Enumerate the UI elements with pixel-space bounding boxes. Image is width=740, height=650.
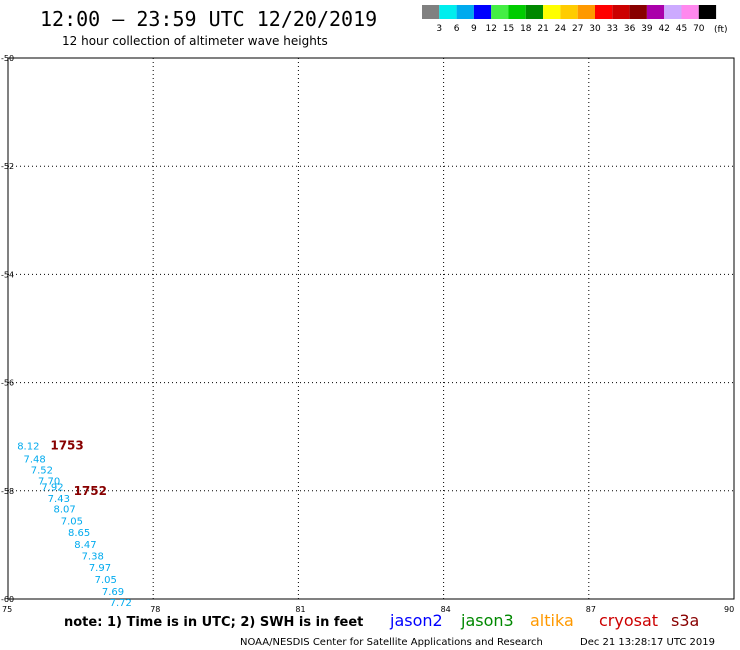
swh-value-label: 8.47 bbox=[74, 540, 96, 551]
color-scale-swatch bbox=[422, 5, 440, 19]
color-scale-tick-label: 6 bbox=[454, 24, 460, 34]
color-scale-swatch bbox=[525, 5, 544, 19]
swh-value-label: 7.72 bbox=[110, 598, 132, 609]
swh-value-label: 8.07 bbox=[53, 505, 75, 516]
x-tick-label: 90 bbox=[724, 605, 734, 614]
color-scale-tick-label: 36 bbox=[624, 24, 636, 34]
color-scale-tick-label: 33 bbox=[607, 24, 618, 34]
color-scale-swatch bbox=[439, 5, 457, 19]
y-tick-label: -60 bbox=[1, 595, 14, 604]
color-scale-swatch bbox=[664, 5, 682, 19]
color-scale-swatch bbox=[698, 5, 717, 19]
x-tick-label: 84 bbox=[441, 605, 451, 614]
swh-value-label: 7.43 bbox=[48, 494, 70, 505]
x-tick-label: 87 bbox=[586, 605, 596, 614]
satellite-legend-entry: altika bbox=[530, 611, 574, 630]
color-scale-tick-label: 21 bbox=[537, 24, 548, 34]
swh-value-label: 7.05 bbox=[61, 517, 83, 528]
color-scale-swatch bbox=[646, 5, 665, 19]
color-scale-legend: 3 6 9 12 15 18 21 24 27 30 33 36 39 42 45 70 bbox=[422, 5, 717, 34]
swh-value-label: 7.38 bbox=[82, 552, 104, 563]
swh-value-label: 7.97 bbox=[89, 563, 111, 574]
swh-value-label: 7.48 bbox=[23, 454, 45, 465]
color-scale-swatch bbox=[681, 5, 699, 19]
swh-value-label: 8.65 bbox=[68, 528, 90, 539]
swh-value-label: 7.69 bbox=[102, 587, 124, 598]
credit-line: NOAA/NESDIS Center for Satellite Applica… bbox=[240, 637, 543, 648]
map-grid bbox=[8, 58, 734, 599]
swh-labels: 8.127.487.527.707.927.438.077.058.658.47… bbox=[17, 438, 132, 609]
color-scale-swatch bbox=[473, 5, 492, 19]
color-scale-swatch bbox=[577, 5, 595, 19]
color-scale-swatch bbox=[543, 5, 561, 19]
color-scale-tick-label: 39 bbox=[641, 24, 653, 34]
plot-frame bbox=[7, 57, 735, 600]
y-tick-label: -56 bbox=[1, 379, 14, 388]
color-scale-swatch bbox=[456, 5, 474, 19]
color-scale-tick-label: 12 bbox=[485, 24, 496, 34]
satellite-legend-entry: jason3 bbox=[460, 611, 514, 630]
color-scale-swatch bbox=[595, 5, 613, 19]
color-scale-tick-label: 18 bbox=[520, 24, 532, 34]
satellite-legend-entry: jason2 bbox=[389, 611, 443, 630]
x-tick-label: 81 bbox=[295, 605, 305, 614]
color-scale-tick-label: 30 bbox=[589, 24, 601, 34]
swh-value-label: 7.05 bbox=[95, 575, 117, 586]
y-tick-label: -52 bbox=[1, 162, 14, 171]
satellite-legend-entry: cryosat bbox=[599, 611, 658, 630]
y-tick-label: -58 bbox=[1, 487, 14, 496]
utc-time-label: 1752 bbox=[74, 484, 107, 498]
utc-time-label: 1753 bbox=[50, 438, 83, 452]
y-tick-label: -50 bbox=[1, 54, 14, 63]
x-tick-label: 75 bbox=[2, 605, 12, 614]
color-scale-tick-label: 3 bbox=[436, 24, 442, 34]
color-scale-swatch bbox=[508, 5, 526, 19]
chart-title: 12:00 – 23:59 UTC 12/20/2019 bbox=[40, 7, 377, 31]
chart-subtitle: 12 hour collection of altimeter wave hei… bbox=[62, 34, 328, 48]
color-scale-tick-label: 42 bbox=[658, 24, 669, 34]
swh-value-label: 7.52 bbox=[31, 466, 53, 477]
color-scale-tick-label: 9 bbox=[471, 24, 477, 34]
units-note: note: 1) Time is in UTC; 2) SWH is in fe… bbox=[64, 615, 363, 630]
swh-value-label: 7.70 bbox=[38, 477, 60, 488]
satellite-legend: jason2 jason3 altika cryosat s3a bbox=[389, 611, 699, 630]
color-scale-tick-label: 27 bbox=[572, 24, 583, 34]
color-scale-unit: (ft) bbox=[714, 25, 728, 35]
satellite-legend-entry: s3a bbox=[671, 611, 699, 630]
color-scale-swatch bbox=[629, 5, 647, 19]
color-scale-swatch bbox=[491, 5, 509, 19]
color-scale-tick-label: 15 bbox=[503, 24, 514, 34]
color-scale-tick-label: 70 bbox=[693, 24, 705, 34]
swh-value-label: 8.12 bbox=[17, 441, 39, 452]
y-tick-label: -54 bbox=[1, 270, 14, 279]
color-scale-tick-label: 24 bbox=[555, 24, 567, 34]
color-scale-swatch bbox=[612, 5, 630, 19]
generated-timestamp: Dec 21 13:28:17 UTC 2019 bbox=[580, 637, 715, 648]
x-tick-label: 78 bbox=[150, 605, 160, 614]
swh-value-label: 7.92 bbox=[41, 482, 63, 493]
color-scale-swatch bbox=[560, 5, 578, 19]
axis-tick-labels: 75 78 81 84 87 90 -50 -52 -54 -56 -58 -60 bbox=[1, 54, 734, 614]
color-scale-tick-label: 45 bbox=[676, 24, 687, 34]
